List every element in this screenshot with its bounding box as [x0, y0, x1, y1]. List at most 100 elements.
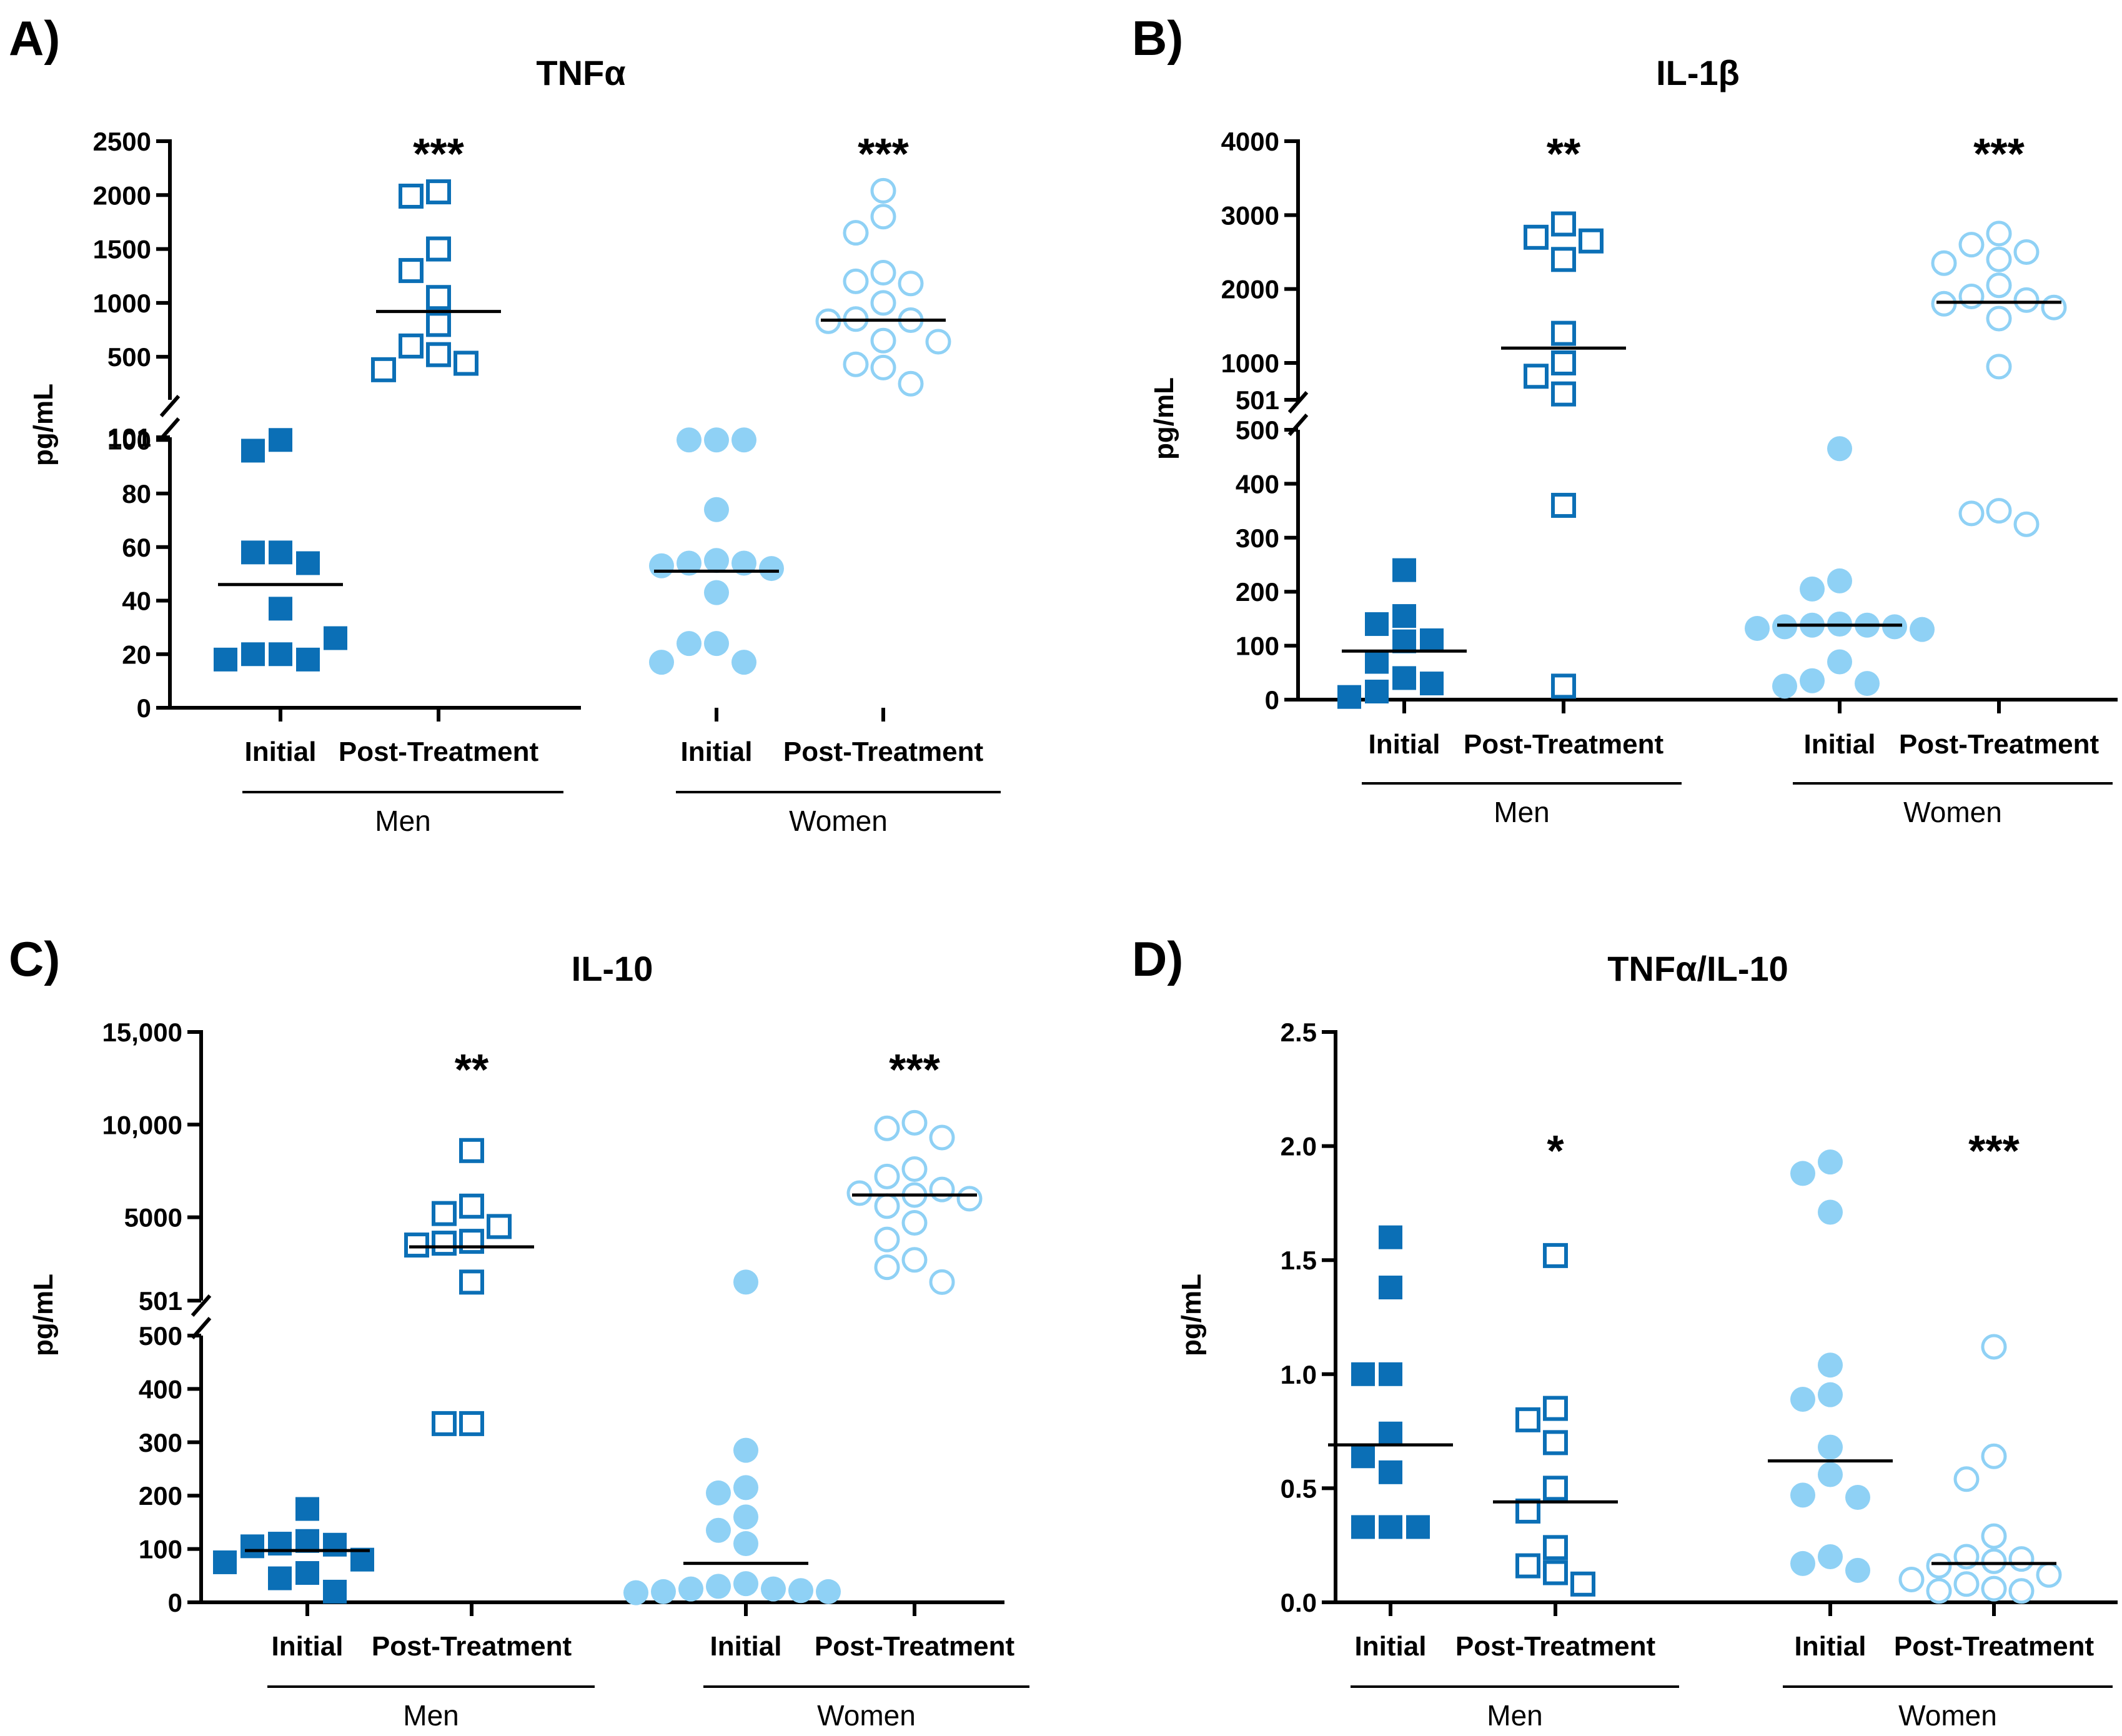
data-point	[1818, 1382, 1843, 1407]
y-tick-label: 20	[122, 640, 151, 669]
data-point	[704, 497, 729, 522]
data-point	[269, 642, 292, 667]
data-point	[1958, 232, 1985, 258]
data-point	[1958, 500, 1985, 527]
data-point	[1827, 568, 1852, 593]
data-point	[1981, 1575, 2007, 1602]
data-point	[1818, 1199, 1843, 1225]
data-point	[677, 427, 702, 453]
data-point	[731, 427, 756, 453]
data-point	[706, 1517, 731, 1543]
data-point	[1579, 228, 1604, 254]
group-label: Women	[817, 1699, 916, 1732]
data-point	[241, 439, 265, 463]
panel-letter: B)	[1132, 11, 1183, 66]
data-point	[1551, 320, 1576, 346]
data-point	[1926, 1578, 1952, 1604]
data-point	[704, 427, 729, 453]
data-point	[1790, 1482, 1815, 1508]
data-point	[1392, 558, 1416, 582]
data-point	[870, 260, 896, 286]
group-label: Men	[403, 1699, 459, 1732]
panel-letter: C)	[9, 931, 60, 986]
y-tick-label: 400	[1236, 469, 1279, 498]
group-label: Men	[1494, 796, 1549, 828]
data-point	[929, 1176, 955, 1203]
data-point	[1543, 1396, 1568, 1421]
data-point	[1351, 1515, 1375, 1539]
y-tick-label: 400	[139, 1374, 182, 1404]
x-category-label: Post-Treatment	[1894, 1631, 2095, 1662]
data-point	[1845, 1557, 1870, 1583]
data-point	[1772, 673, 1797, 699]
data-point	[1818, 1149, 1843, 1175]
data-point	[759, 556, 784, 582]
data-point	[1337, 685, 1361, 709]
data-point	[426, 312, 451, 337]
axis-break-mark	[159, 417, 181, 440]
y-tick-label: 0.0	[1281, 1588, 1317, 1617]
data-point	[399, 184, 424, 209]
data-point	[1392, 666, 1416, 690]
data-point	[901, 1109, 928, 1136]
data-point	[1524, 364, 1549, 389]
data-point	[874, 1115, 900, 1141]
data-point	[1986, 354, 2012, 380]
data-point	[2008, 1546, 2035, 1572]
data-point	[432, 1201, 457, 1226]
y-tick-label: 80	[122, 479, 151, 508]
data-point	[1379, 1460, 1402, 1484]
y-tick-label: 4000	[1221, 127, 1279, 156]
data-point	[1818, 1462, 1843, 1487]
data-point	[323, 1532, 347, 1557]
chart-title: IL-1β	[1656, 53, 1740, 92]
data-point	[1790, 1161, 1815, 1186]
chart-title: TNFα/IL-10	[1607, 949, 1788, 988]
group-label: Men	[375, 805, 430, 837]
data-point	[1953, 1466, 1980, 1492]
y-tick-label: 1.0	[1281, 1360, 1317, 1389]
data-point	[432, 1231, 457, 1256]
data-point	[1926, 1553, 1952, 1579]
panel-d-ratio: D) TNFα/IL-10 pg/mL 0.0 0.5 1.0 1.5 2.0 2.5 In…	[1132, 931, 2118, 1732]
data-point	[1392, 629, 1416, 653]
y-tick-label: 200	[1236, 577, 1279, 607]
data-point	[1351, 1362, 1375, 1386]
data-point	[1958, 283, 1985, 309]
data-point	[1745, 615, 1770, 641]
y-tick-label: 2000	[1221, 275, 1279, 304]
data-point	[487, 1214, 512, 1239]
data-point	[1551, 381, 1576, 407]
y-tick-label: 1500	[93, 235, 151, 264]
x-category-label: Post-Treatment	[783, 737, 984, 767]
data-point	[733, 1269, 758, 1295]
data-point	[1827, 649, 1852, 675]
data-point	[399, 258, 424, 284]
data-point	[1379, 1515, 1402, 1539]
data-point	[925, 329, 951, 355]
data-point	[843, 220, 869, 246]
data-point	[678, 1576, 703, 1602]
data-point	[1543, 1535, 1568, 1560]
data-point	[733, 1437, 758, 1463]
chart-title: TNFα	[536, 53, 625, 92]
data-point	[296, 551, 320, 575]
data-point	[1790, 1386, 1815, 1412]
y-tick-label: 2.5	[1281, 1018, 1317, 1047]
data-point	[323, 1579, 347, 1604]
x-category-label: Initial	[272, 1631, 344, 1662]
data-point	[901, 1209, 928, 1236]
data-point	[901, 1247, 928, 1273]
data-point	[870, 290, 896, 316]
chart-title: IL-10	[572, 949, 653, 988]
data-point	[426, 236, 451, 262]
data-point	[1818, 1352, 1843, 1378]
x-category-label: Post-Treatment	[372, 1631, 572, 1662]
data-point	[1551, 350, 1576, 375]
data-point	[733, 1531, 758, 1557]
x-category-label: Initial	[1804, 729, 1876, 760]
data-point	[706, 1574, 731, 1599]
axis-break-mark	[191, 1294, 212, 1317]
